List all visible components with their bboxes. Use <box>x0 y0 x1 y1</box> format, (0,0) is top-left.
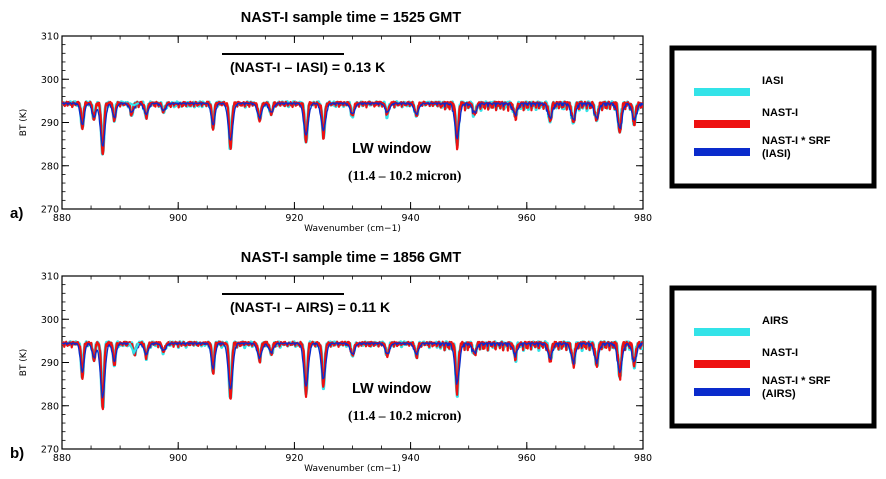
range-label: (11.4 – 10.2 micron) <box>348 408 461 423</box>
legend-swatch-nast-i <box>694 120 750 128</box>
legend-label-line: NAST-I <box>762 107 798 119</box>
series-line-nast-i <box>62 340 643 411</box>
range-label: (11.4 – 10.2 micron) <box>348 168 461 183</box>
y-tick-label: 300 <box>41 315 59 326</box>
legend-label-nast-i: NAST-I <box>762 107 798 119</box>
window-label: LW window <box>352 381 432 397</box>
x-tick-label: 880 <box>53 453 71 464</box>
y-tick-label: 270 <box>41 445 59 456</box>
x-tick-label: 960 <box>518 453 536 464</box>
y-tick-label: 300 <box>41 75 59 86</box>
series-line-nast-i-srf <box>62 342 643 399</box>
series-line-nast-i-srf <box>62 102 643 147</box>
y-axis-label: BT (K) <box>19 349 29 376</box>
difference-label: (NAST-I – AIRS) = 0.11 K <box>230 299 390 315</box>
legend-label-line: NAST-I * SRF <box>762 375 831 387</box>
x-tick-label: 920 <box>285 213 303 224</box>
x-tick-label: 960 <box>518 213 536 224</box>
chart-title: NAST-I sample time = 1856 GMT <box>241 250 462 266</box>
difference-label: (NAST-I – IASI) = 0.13 K <box>230 59 385 75</box>
x-tick-label: 980 <box>634 453 652 464</box>
x-axis-label: Wavenumber (cm−1) <box>304 464 401 474</box>
y-tick-label: 280 <box>41 161 59 172</box>
x-tick-label: 940 <box>402 453 420 464</box>
legend-label-line: (IASI) <box>762 148 791 160</box>
chart-panel-b: NAST-I sample time = 1856 GMT 880 900 920 94… <box>0 240 886 479</box>
reference-deviation-mark <box>128 342 140 356</box>
x-tick-label: 940 <box>402 213 420 224</box>
legend-swatch-nast-i <box>694 360 750 368</box>
y-tick-label: 290 <box>41 358 59 369</box>
legend-swatch-nast-i-srf <box>694 148 750 156</box>
reference-deviation-mark <box>128 102 140 107</box>
legend-label-reference: AIRS <box>762 315 788 327</box>
chart-svg-a: NAST-I sample time = 1525 GMT 880 900 920 94… <box>10 10 877 234</box>
legend-swatch-reference <box>694 88 750 96</box>
y-tick-label: 290 <box>41 118 59 129</box>
series-group <box>62 340 643 411</box>
chart-svg-b: NAST-I sample time = 1856 GMT 880 900 920 94… <box>10 250 877 474</box>
legend-label-line: NAST-I <box>762 347 798 359</box>
chart-panel-a: NAST-I sample time = 1525 GMT 880 900 920 94… <box>10 10 877 234</box>
legend-label-reference: IASI <box>762 75 783 87</box>
legend-box <box>669 45 877 189</box>
y-tick-label: 270 <box>41 205 59 216</box>
legend-swatch-reference <box>694 328 750 336</box>
x-tick-label: 920 <box>285 453 303 464</box>
window-label: LW window <box>352 141 432 157</box>
legend-label-nast-i-srf: NAST-I * SRF (IASI) <box>762 135 831 160</box>
x-axis-label: Wavenumber (cm−1) <box>304 224 401 234</box>
x-tick-label: 900 <box>169 453 187 464</box>
chart-title: NAST-I sample time = 1525 GMT <box>241 10 462 26</box>
legend-label-nast-i: NAST-I <box>762 347 798 359</box>
series-group <box>62 100 643 156</box>
legend-box <box>669 285 877 429</box>
legend-swatch-nast-i-srf <box>694 388 750 396</box>
legend-label-line: (AIRS) <box>762 388 796 400</box>
y-tick-label: 310 <box>41 32 59 43</box>
x-tick-label: 900 <box>169 213 187 224</box>
panel-label: b) <box>10 445 24 462</box>
x-tick-label: 880 <box>53 213 71 224</box>
legend-label-line: NAST-I * SRF <box>762 135 831 147</box>
legend-label-line: AIRS <box>762 315 788 327</box>
legend-label-line: IASI <box>762 75 783 87</box>
y-tick-label: 310 <box>41 272 59 283</box>
y-axis-label: BT (K) <box>19 109 29 136</box>
y-tick-label: 280 <box>41 401 59 412</box>
legend-label-nast-i-srf: NAST-I * SRF (AIRS) <box>762 375 831 400</box>
panel-label: a) <box>10 205 23 222</box>
x-tick-label: 980 <box>634 213 652 224</box>
